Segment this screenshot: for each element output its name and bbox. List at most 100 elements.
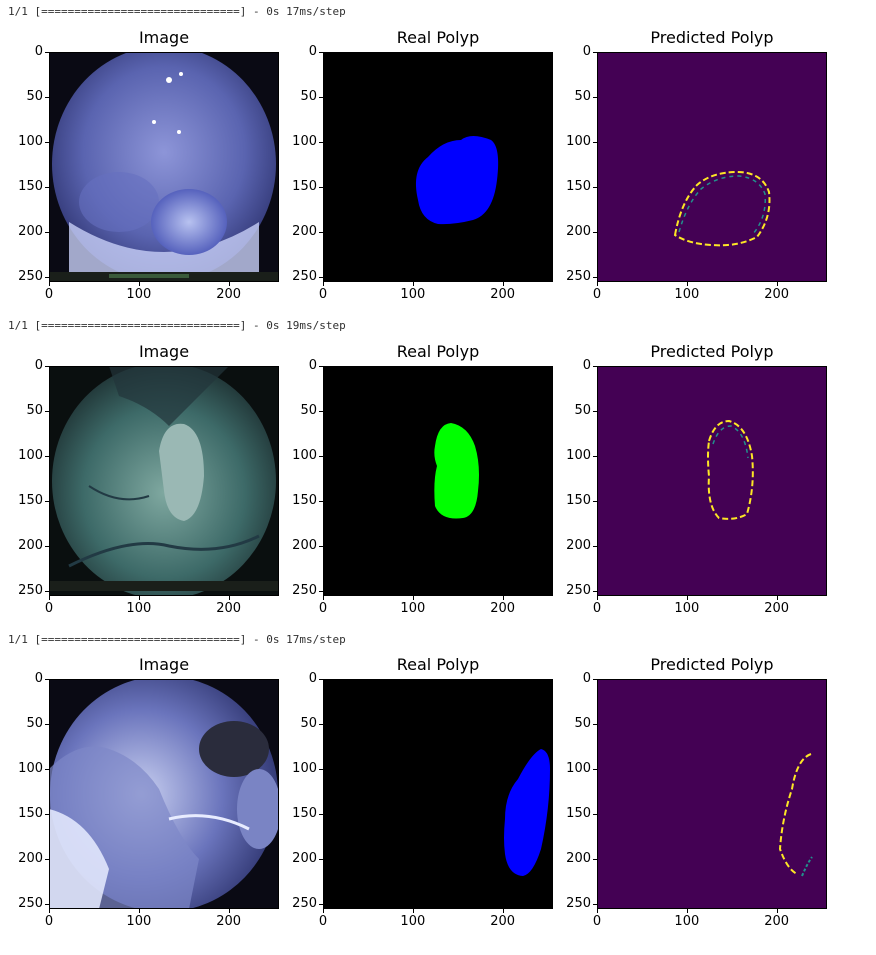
y-tick-mark [593, 813, 597, 815]
x-tick-label: 200 [764, 914, 790, 929]
y-tick-mark [319, 545, 323, 547]
y-tick-label: 0 [582, 44, 591, 59]
y-tick-mark [45, 858, 49, 860]
y-tick-label: 0 [34, 358, 43, 373]
y-tick-mark [593, 768, 597, 770]
y-tick-label: 200 [566, 850, 591, 866]
x-tick-label: 0 [318, 914, 328, 929]
panel-title: Real Polyp [396, 28, 480, 47]
x-tick-label: 200 [490, 601, 516, 616]
y-tick-label: 50 [26, 88, 43, 104]
y-tick-label: 200 [18, 537, 43, 553]
y-tick-mark [45, 903, 49, 905]
y-tick-label: 0 [308, 358, 317, 373]
panel-title: Image [138, 28, 190, 47]
y-tick-mark [319, 723, 323, 725]
y-tick-mark [319, 590, 323, 592]
y-tick-label: 100 [566, 447, 591, 463]
x-tick-label: 100 [400, 287, 426, 302]
y-tick-label: 50 [574, 88, 591, 104]
x-tick-label: 200 [216, 287, 242, 302]
y-tick-mark [45, 410, 49, 412]
y-tick-mark [45, 276, 49, 278]
y-tick-label: 150 [566, 178, 591, 194]
y-tick-mark [593, 679, 597, 680]
y-tick-mark [45, 590, 49, 592]
predicted-mask [597, 366, 827, 596]
x-tick-label: 200 [216, 601, 242, 616]
x-tick-label: 0 [592, 914, 602, 929]
y-tick-label: 150 [292, 178, 317, 194]
x-tick-label: 0 [44, 287, 54, 302]
y-tick-mark [45, 366, 49, 367]
predicted-mask [597, 679, 827, 909]
y-tick-mark [593, 455, 597, 457]
x-tick-mark [412, 282, 414, 286]
x-tick-label: 0 [44, 914, 54, 929]
y-tick-mark [319, 768, 323, 770]
endoscopy-image [49, 366, 279, 596]
x-tick-label: 200 [490, 287, 516, 302]
y-tick-label: 200 [18, 223, 43, 239]
x-tick-mark [686, 282, 688, 286]
y-tick-label: 150 [18, 178, 43, 194]
x-tick-mark [323, 596, 324, 600]
panel-title: Real Polyp [396, 342, 480, 361]
x-tick-label: 200 [764, 287, 790, 302]
y-tick-mark [593, 723, 597, 725]
x-tick-label: 100 [674, 914, 700, 929]
x-tick-mark [138, 909, 140, 913]
y-tick-mark [45, 723, 49, 725]
y-tick-label: 100 [566, 760, 591, 776]
x-tick-label: 100 [400, 601, 426, 616]
x-tick-mark [49, 909, 50, 913]
y-tick-mark [45, 231, 49, 233]
x-tick-mark [502, 282, 504, 286]
y-tick-label: 250 [18, 268, 43, 284]
y-tick-mark [319, 813, 323, 815]
y-tick-label: 250 [566, 268, 591, 284]
ground-truth-mask [323, 52, 553, 282]
y-tick-mark [319, 141, 323, 143]
y-tick-mark [593, 903, 597, 905]
y-tick-mark [319, 903, 323, 905]
y-tick-mark [593, 500, 597, 502]
panel-title: Real Polyp [396, 655, 480, 674]
y-tick-mark [45, 679, 49, 680]
x-tick-mark [597, 596, 598, 600]
y-tick-mark [45, 500, 49, 502]
y-tick-mark [593, 858, 597, 860]
y-tick-mark [593, 276, 597, 278]
panel-title: Image [138, 342, 190, 361]
figure-row-1: Image [0, 28, 876, 328]
y-tick-label: 250 [292, 895, 317, 911]
y-tick-label: 250 [566, 895, 591, 911]
y-tick-mark [593, 141, 597, 143]
y-tick-mark [45, 96, 49, 98]
x-tick-label: 100 [126, 914, 152, 929]
y-tick-label: 100 [566, 133, 591, 149]
y-tick-label: 0 [582, 358, 591, 373]
x-tick-label: 100 [126, 601, 152, 616]
ground-truth-mask [323, 366, 553, 596]
y-tick-label: 50 [574, 402, 591, 418]
x-tick-mark [228, 596, 230, 600]
console-log-line: 1/1 [==============================] - 0… [8, 633, 346, 646]
y-tick-label: 0 [34, 44, 43, 59]
x-tick-mark [138, 282, 140, 286]
y-tick-label: 0 [34, 671, 43, 686]
y-tick-label: 100 [292, 447, 317, 463]
x-tick-mark [412, 596, 414, 600]
console-log-line: 1/1 [==============================] - 0… [8, 319, 346, 332]
panel-title: Predicted Polyp [650, 655, 774, 674]
y-tick-label: 200 [292, 537, 317, 553]
panel-title: Predicted Polyp [650, 342, 774, 361]
y-tick-mark [319, 96, 323, 98]
x-tick-label: 0 [592, 287, 602, 302]
y-tick-label: 250 [292, 268, 317, 284]
x-tick-mark [776, 282, 778, 286]
panel-title: Predicted Polyp [650, 28, 774, 47]
x-tick-mark [776, 596, 778, 600]
y-tick-label: 250 [566, 582, 591, 598]
y-tick-mark [319, 276, 323, 278]
